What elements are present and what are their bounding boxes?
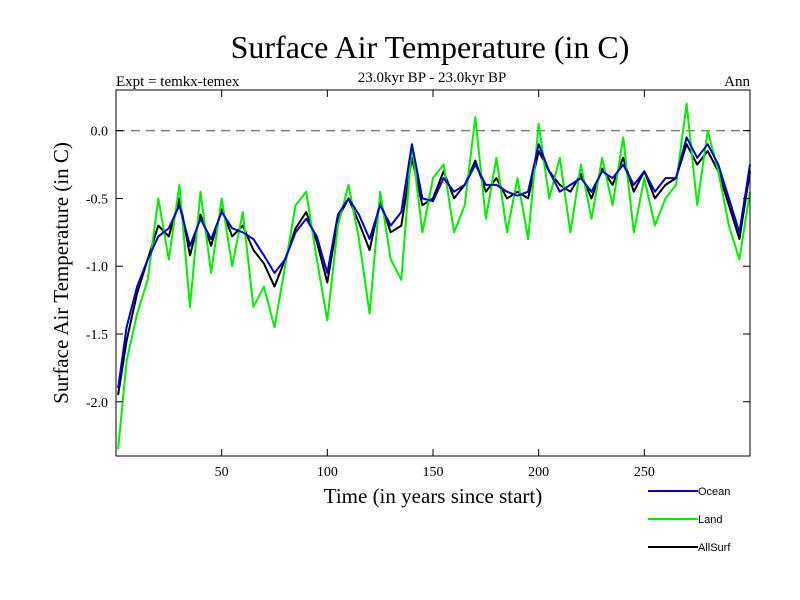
legend-label-land: Land: [698, 514, 722, 526]
plot-area: 50 100 150 200 250 0.0 -0.5 -1.0 -1.5 -2.0: [86, 89, 751, 480]
axis-layer: 50 100 150 200 250 0.0 -0.5 -1.0 -1.5 -2.0: [86, 90, 750, 480]
chart-title: Surface Air Temperature (in C): [231, 29, 630, 65]
series-line-ocean: [117, 136, 751, 389]
chart-subtitle: 23.0kyr BP - 23.0kyr BP: [358, 70, 507, 86]
y-axis-label: Surface Air Temperature (in C): [49, 142, 73, 404]
period-label: Ann: [724, 74, 750, 90]
series-layer: [117, 102, 751, 450]
x-tick-label: 200: [528, 465, 549, 480]
series-line-land: [117, 102, 751, 450]
legend: Ocean Land AllSurf: [648, 486, 731, 554]
legend-label-allsurf: AllSurf: [698, 542, 731, 554]
y-tick-label: 0.0: [91, 125, 109, 140]
series-line-allsurf: [117, 143, 751, 396]
x-axis-label: Time (in years since start): [324, 484, 543, 508]
x-tick-label: 100: [317, 465, 338, 480]
x-tick-label: 250: [634, 465, 655, 480]
y-tick-label: -0.5: [86, 192, 108, 207]
y-tick-label: -1.5: [86, 328, 108, 343]
y-tick-label: -2.0: [86, 396, 108, 411]
expt-label: Expt = temkx-temex: [116, 74, 240, 90]
y-tick-label: -1.0: [86, 260, 108, 275]
x-tick-label: 150: [423, 465, 444, 480]
x-tick-label: 50: [215, 465, 229, 480]
legend-label-ocean: Ocean: [698, 486, 730, 498]
